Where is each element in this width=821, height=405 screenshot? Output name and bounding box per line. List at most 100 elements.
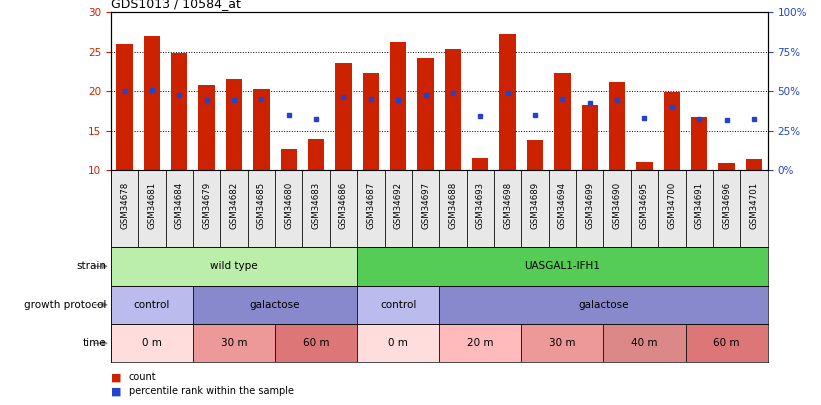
Bar: [663, 92, 680, 170]
Text: GSM34681: GSM34681: [148, 181, 156, 229]
Bar: [576, 170, 603, 247]
Text: control: control: [380, 300, 416, 310]
Bar: [439, 286, 768, 324]
Bar: [357, 247, 768, 286]
Text: GSM34695: GSM34695: [640, 181, 649, 229]
Bar: [472, 158, 488, 170]
Bar: [631, 170, 658, 247]
Text: GSM34699: GSM34699: [585, 181, 594, 229]
Text: GSM34680: GSM34680: [284, 181, 293, 229]
Bar: [384, 170, 412, 247]
Bar: [499, 34, 516, 170]
Bar: [609, 83, 626, 170]
Bar: [111, 286, 193, 324]
Text: GSM34682: GSM34682: [230, 181, 238, 229]
Text: GSM34690: GSM34690: [612, 181, 621, 229]
Text: 60 m: 60 m: [303, 338, 329, 348]
Text: GSM34692: GSM34692: [394, 181, 402, 229]
Bar: [144, 36, 160, 170]
Bar: [686, 170, 713, 247]
Bar: [253, 89, 269, 170]
Bar: [745, 159, 762, 170]
Bar: [308, 139, 324, 170]
Bar: [193, 170, 220, 247]
Bar: [248, 170, 275, 247]
Text: UASGAL1-IFH1: UASGAL1-IFH1: [525, 261, 600, 271]
Bar: [111, 247, 357, 286]
Bar: [718, 163, 735, 170]
Bar: [111, 324, 193, 362]
Text: GSM34701: GSM34701: [750, 181, 759, 229]
Text: galactose: galactose: [578, 300, 629, 310]
Bar: [658, 170, 686, 247]
Text: GSM34696: GSM34696: [722, 181, 731, 229]
Text: time: time: [83, 338, 107, 348]
Text: 20 m: 20 m: [467, 338, 493, 348]
Text: GSM34678: GSM34678: [120, 181, 129, 229]
Text: count: count: [129, 372, 157, 382]
Text: GSM34687: GSM34687: [366, 181, 375, 229]
Bar: [199, 85, 215, 170]
Text: GSM34697: GSM34697: [421, 181, 430, 229]
Bar: [521, 324, 603, 362]
Bar: [466, 170, 494, 247]
Bar: [439, 170, 466, 247]
Bar: [417, 58, 433, 170]
Text: 0 m: 0 m: [142, 338, 162, 348]
Bar: [412, 170, 439, 247]
Bar: [171, 53, 187, 170]
Bar: [521, 170, 548, 247]
Bar: [527, 140, 544, 170]
Text: GSM34698: GSM34698: [503, 181, 512, 229]
Text: 40 m: 40 m: [631, 338, 658, 348]
Bar: [445, 49, 461, 170]
Bar: [741, 170, 768, 247]
Text: GSM34694: GSM34694: [558, 181, 566, 229]
Bar: [302, 170, 330, 247]
Text: GSM34685: GSM34685: [257, 181, 266, 229]
Text: 30 m: 30 m: [549, 338, 576, 348]
Bar: [357, 170, 384, 247]
Bar: [603, 170, 631, 247]
Bar: [117, 44, 133, 170]
Text: GSM34686: GSM34686: [339, 181, 348, 229]
Text: control: control: [134, 300, 170, 310]
Bar: [193, 324, 275, 362]
Text: GSM34689: GSM34689: [530, 181, 539, 229]
Bar: [363, 73, 379, 170]
Bar: [220, 170, 248, 247]
Text: GSM34691: GSM34691: [695, 181, 704, 229]
Bar: [357, 286, 439, 324]
Text: growth protocol: growth protocol: [25, 300, 107, 310]
Bar: [581, 104, 598, 170]
Bar: [390, 42, 406, 170]
Text: wild type: wild type: [210, 261, 258, 271]
Text: GSM34679: GSM34679: [202, 181, 211, 229]
Bar: [226, 79, 242, 170]
Bar: [636, 162, 653, 170]
Text: percentile rank within the sample: percentile rank within the sample: [129, 386, 294, 396]
Bar: [439, 324, 521, 362]
Bar: [548, 170, 576, 247]
Bar: [335, 63, 351, 170]
Text: GSM34700: GSM34700: [667, 181, 677, 229]
Text: 0 m: 0 m: [388, 338, 408, 348]
Bar: [357, 324, 439, 362]
Text: GSM34688: GSM34688: [448, 181, 457, 229]
Bar: [275, 324, 357, 362]
Bar: [603, 324, 686, 362]
Text: GSM34693: GSM34693: [476, 181, 484, 229]
Bar: [111, 170, 138, 247]
Text: galactose: galactose: [250, 300, 300, 310]
Bar: [554, 73, 571, 170]
Bar: [281, 149, 297, 170]
Bar: [686, 324, 768, 362]
Bar: [275, 170, 302, 247]
Text: strain: strain: [76, 261, 107, 271]
Text: ■: ■: [111, 387, 122, 397]
Bar: [713, 170, 741, 247]
Text: GSM34683: GSM34683: [312, 181, 320, 229]
Bar: [691, 117, 708, 170]
Text: 30 m: 30 m: [221, 338, 247, 348]
Text: 60 m: 60 m: [713, 338, 740, 348]
